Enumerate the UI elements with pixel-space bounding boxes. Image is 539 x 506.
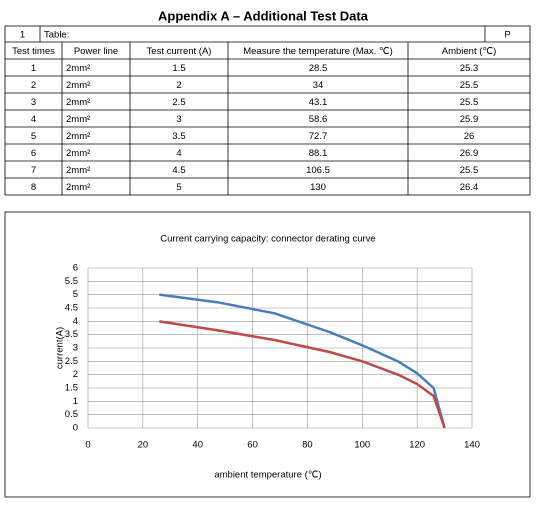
y-tick-label: 4.5 [65, 303, 78, 314]
table-cell: 2mm² [66, 80, 90, 91]
table-cell: 88.1 [309, 148, 328, 159]
y-tick-label: 0.5 [65, 409, 78, 420]
table-cell: 26.4 [460, 182, 479, 193]
y-tick-label: 1 [73, 396, 78, 407]
chart-title: Current carrying capacity: connector der… [160, 234, 375, 245]
y-tick-label: 0 [73, 423, 78, 434]
x-tick-label: 140 [464, 440, 480, 451]
y-tick-label: 5.5 [65, 276, 78, 287]
table-cell: 1.5 [172, 63, 185, 74]
table-cell: 26 [464, 131, 475, 142]
table-cell: 58.6 [309, 114, 328, 125]
table-cell: 2mm² [66, 182, 90, 193]
table-cell: 106.5 [306, 165, 330, 176]
chart-frame [4, 211, 531, 498]
table-cell: 5 [176, 182, 181, 193]
table-cell: 25.5 [460, 165, 479, 176]
table-cell: 2mm² [66, 97, 90, 108]
table-header: Measure the temperature (Max. ℃) [243, 46, 393, 57]
x-tick-label: 60 [247, 440, 258, 451]
table-cell: 4 [176, 148, 181, 159]
table-header: Ambient (℃) [442, 46, 497, 57]
table-cell: 2mm² [66, 131, 90, 142]
x-axis-label: ambient temperature (℃) [214, 470, 321, 481]
series-line [159, 293, 446, 429]
table-cell: 2mm² [66, 114, 90, 125]
table-cell: 25.5 [460, 97, 479, 108]
table-cell: 4.5 [172, 165, 185, 176]
table-cell: 2mm² [66, 148, 90, 159]
y-tick-label: 1.5 [65, 383, 78, 394]
y-axis-label: current(A) [55, 327, 66, 369]
page-title: Appendix A – Additional Test Data [158, 8, 369, 23]
table-cell: 1 [20, 30, 25, 41]
table-cell: 26.9 [460, 148, 479, 159]
table-header: Power line [74, 46, 118, 57]
table-cell: 2 [176, 80, 181, 91]
y-tick-label: 5 [73, 289, 78, 300]
table-cell: 3 [176, 114, 181, 125]
table-border [4, 25, 531, 196]
x-tick-label: 80 [302, 440, 313, 451]
x-tick-label: 40 [192, 440, 203, 451]
table-cell: 2 [31, 80, 36, 91]
table-cell: 28.5 [309, 63, 328, 74]
x-tick-label: 20 [138, 440, 149, 451]
x-tick-label: 120 [409, 440, 425, 451]
table-cell: 5 [31, 131, 36, 142]
table-cell: 43.1 [309, 97, 328, 108]
y-tick-label: 2 [73, 369, 78, 380]
series-line [159, 320, 446, 429]
table-header: Test times [12, 46, 55, 57]
table-cell: Table: [44, 30, 69, 41]
table-cell: 1 [31, 63, 36, 74]
x-tick-label: 100 [354, 440, 370, 451]
x-tick-label: 0 [85, 440, 90, 451]
table-cell: 34 [313, 80, 324, 91]
table-cell: P [504, 30, 510, 41]
table-cell: 130 [310, 182, 326, 193]
table-cell: 72.7 [309, 131, 328, 142]
table-cell: 2.5 [172, 97, 185, 108]
table-cell: 3.5 [172, 131, 185, 142]
y-tick-label: 6 [73, 263, 78, 274]
table-cell: 7 [31, 165, 36, 176]
table-cell: 25.3 [460, 63, 479, 74]
table-cell: 6 [31, 148, 36, 159]
y-tick-label: 3.5 [65, 329, 78, 340]
table-cell: 25.9 [460, 114, 479, 125]
table-cell: 4 [31, 114, 36, 125]
y-tick-label: 3 [73, 343, 78, 354]
table-header: Test current (A) [147, 46, 212, 57]
table-cell: 2mm² [66, 63, 90, 74]
table-cell: 8 [31, 182, 36, 193]
y-tick-label: 4 [73, 316, 78, 327]
table-cell: 25.5 [460, 80, 479, 91]
table-cell: 2mm² [66, 165, 90, 176]
table-cell: 3 [31, 97, 36, 108]
y-tick-label: 2.5 [65, 356, 78, 367]
